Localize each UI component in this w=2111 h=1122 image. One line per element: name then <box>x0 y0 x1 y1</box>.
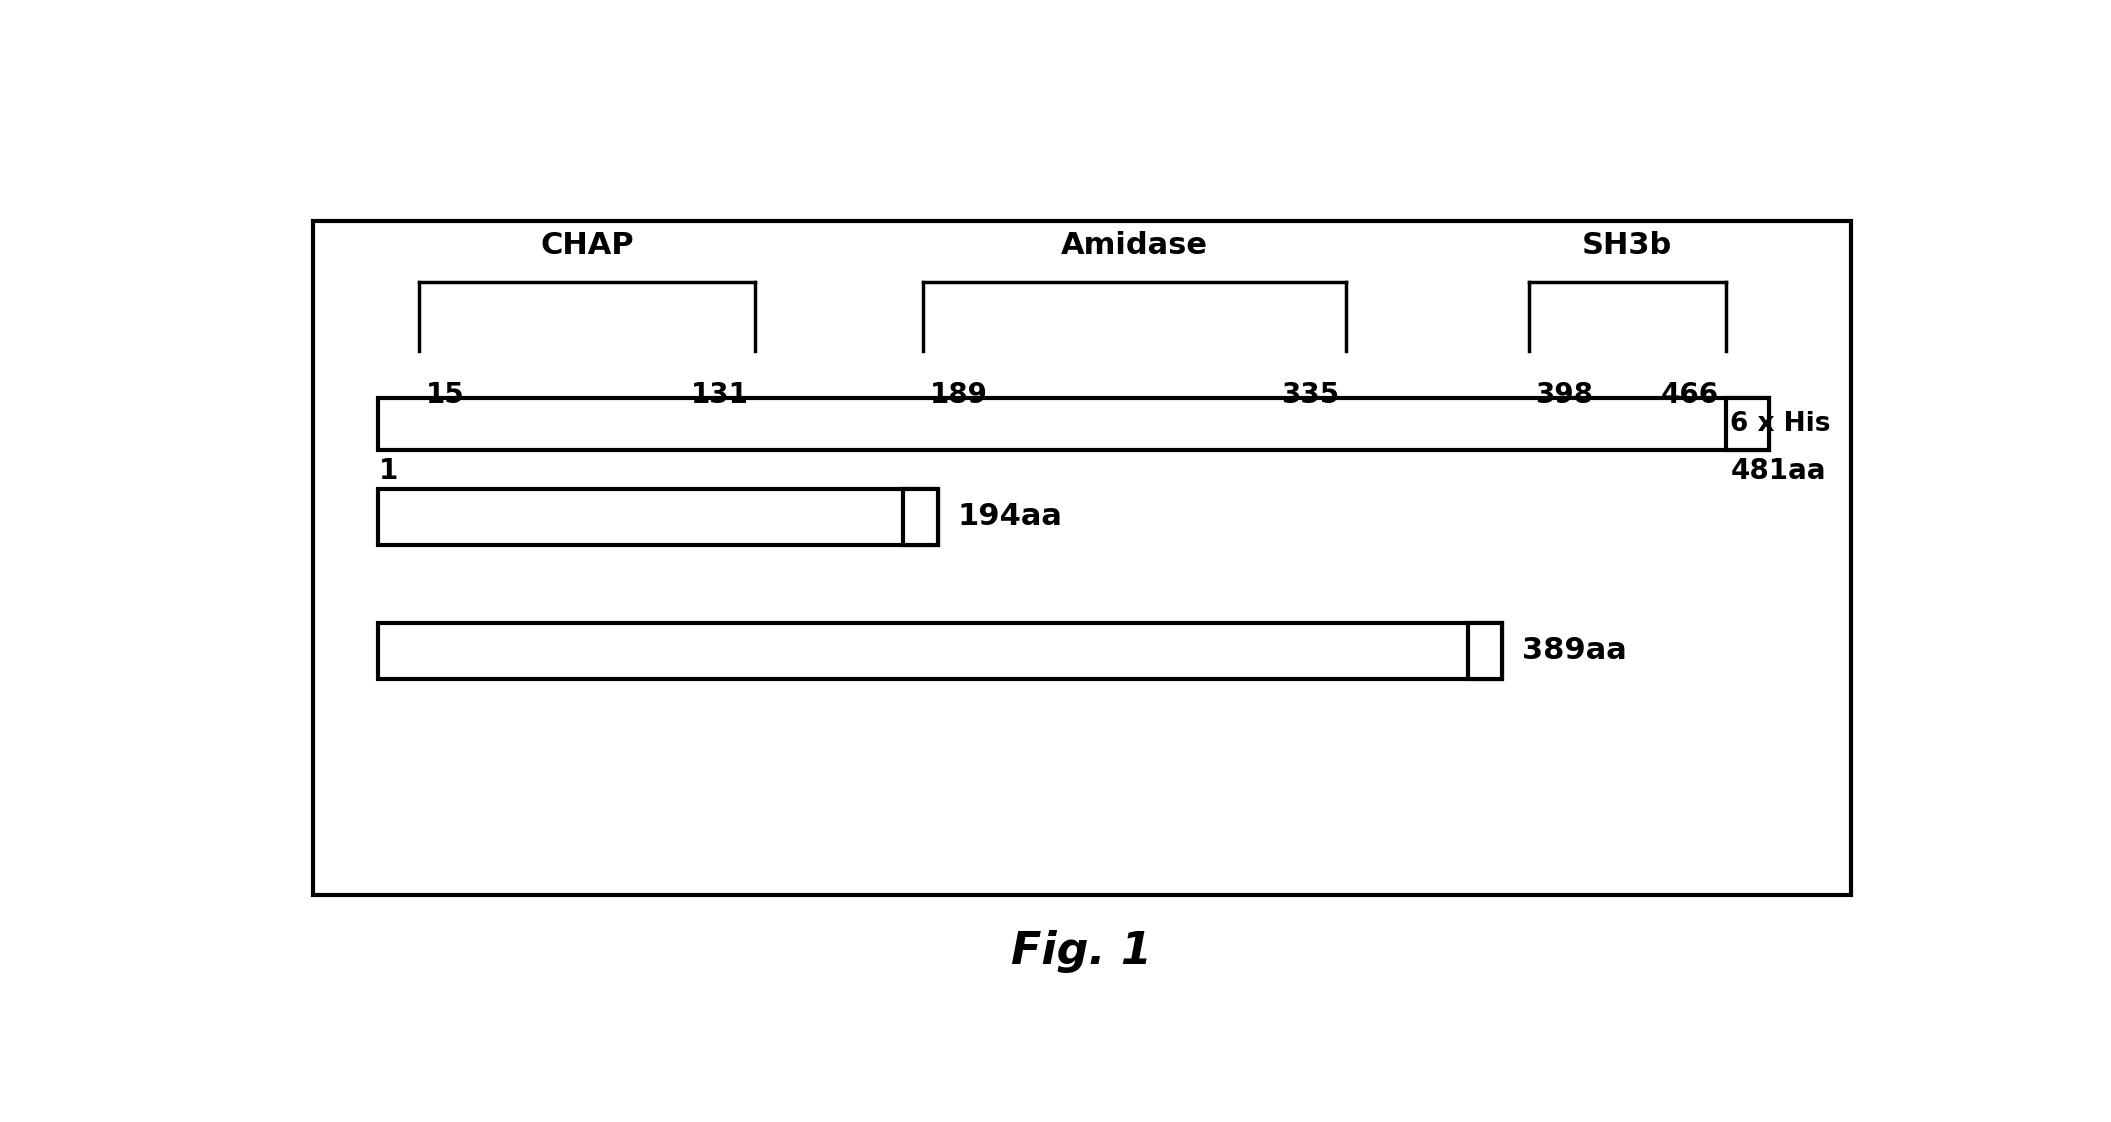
Text: SH3b: SH3b <box>1581 231 1672 260</box>
Bar <box>904 489 937 545</box>
Bar <box>1725 398 1769 450</box>
Text: 389aa: 389aa <box>1522 636 1628 665</box>
Text: 194aa: 194aa <box>956 503 1062 532</box>
Text: 15: 15 <box>426 380 464 408</box>
Bar <box>378 489 937 545</box>
Text: Fig. 1: Fig. 1 <box>1011 929 1153 973</box>
Text: 1: 1 <box>378 457 397 485</box>
Text: CHAP: CHAP <box>540 231 633 260</box>
Text: 6 x His: 6 x His <box>1731 411 1830 438</box>
Text: 466: 466 <box>1661 380 1718 408</box>
Bar <box>378 398 1769 450</box>
Bar <box>1467 623 1503 679</box>
Text: 131: 131 <box>690 380 749 408</box>
Bar <box>378 623 1503 679</box>
Text: 335: 335 <box>1281 380 1340 408</box>
Text: 398: 398 <box>1535 380 1594 408</box>
Text: 189: 189 <box>929 380 988 408</box>
Text: Amidase: Amidase <box>1062 231 1207 260</box>
Text: 481aa: 481aa <box>1731 457 1826 485</box>
